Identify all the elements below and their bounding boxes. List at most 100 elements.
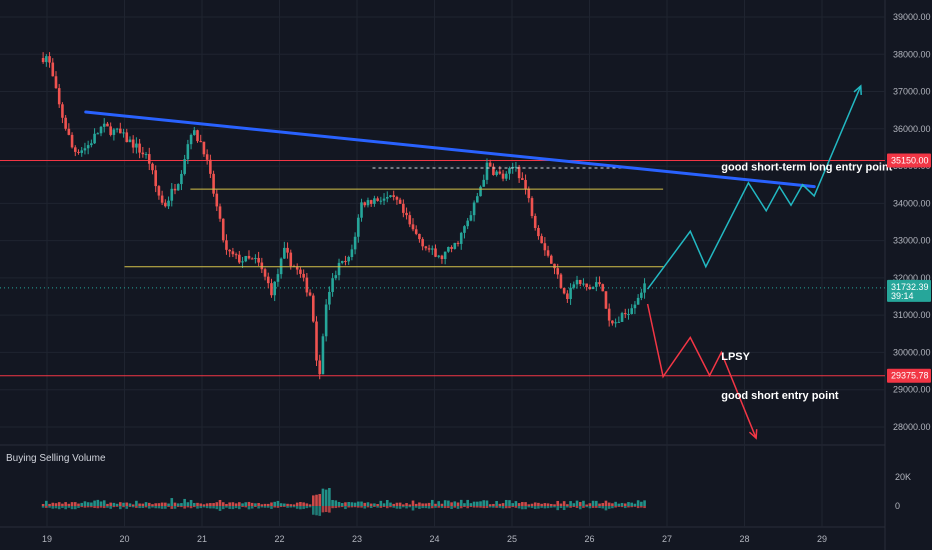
volume-bar-negative: [254, 506, 257, 507]
volume-bar-negative: [398, 506, 402, 509]
volume-bar: [122, 502, 125, 506]
volume-bar-negative: [540, 506, 543, 508]
volume-bar: [231, 502, 235, 506]
x-tick-label: 27: [662, 534, 672, 544]
candle-body: [295, 266, 299, 270]
x-tick-label: 28: [739, 534, 749, 544]
volume-bar-negative: [408, 506, 412, 508]
candle-body: [311, 295, 315, 322]
volume-bar: [607, 502, 611, 506]
volume-bar-negative: [122, 506, 125, 508]
volume-tick-label: 0: [895, 501, 900, 511]
volume-bar: [636, 500, 640, 506]
volume-tick-label: 20K: [895, 472, 911, 482]
candle-body: [73, 147, 77, 152]
volume-bar: [315, 494, 318, 506]
volume-bar: [623, 503, 627, 506]
volume-bar-negative: [218, 506, 222, 511]
volume-bar-negative: [421, 506, 424, 509]
volume-bar-negative: [109, 506, 112, 509]
candle-body: [578, 279, 582, 284]
volume-bar: [157, 503, 161, 506]
candle-body: [459, 232, 463, 244]
volume-bar: [540, 503, 543, 506]
volume-bar: [202, 504, 206, 506]
candle-body: [582, 283, 585, 285]
volume-bar-negative: [424, 506, 428, 509]
price-axis[interactable]: 39000.0038000.0037000.0036000.0035000.00…: [887, 12, 931, 511]
volume-bar: [530, 503, 534, 506]
volume-bar: [292, 504, 296, 506]
volume-bar-negative: [357, 506, 360, 508]
candle-body: [212, 173, 215, 194]
candle-body: [250, 258, 254, 260]
candle-body: [302, 273, 305, 278]
volume-bar-negative: [591, 506, 595, 508]
volume-bar-negative: [533, 506, 537, 509]
volume-bar: [289, 504, 293, 506]
volume-bar: [430, 499, 434, 506]
volume-bar: [321, 488, 325, 506]
volume-bar: [106, 503, 109, 506]
candle-body: [80, 150, 84, 153]
candle-body: [363, 202, 367, 206]
candle-body: [495, 171, 498, 175]
volume-bar-negative: [373, 506, 376, 507]
volume-bar: [77, 503, 80, 506]
volume-bar: [147, 502, 151, 506]
volume-bar-negative: [119, 506, 122, 510]
volume-bar: [347, 501, 350, 506]
x-tick-label: 23: [352, 534, 362, 544]
volume-bar: [160, 502, 164, 506]
volume-bar: [276, 500, 280, 506]
price-level-badge: [887, 368, 931, 383]
volume-bar: [537, 502, 540, 506]
candle-body: [221, 218, 225, 241]
volume-bar: [553, 504, 556, 506]
candle-body: [430, 248, 434, 250]
candle-body: [67, 128, 71, 135]
candle-body: [241, 261, 244, 263]
x-tick-label: 22: [274, 534, 284, 544]
candle-body: [479, 186, 482, 197]
candle-body: [263, 269, 267, 277]
candle-body: [299, 269, 302, 274]
candle-body: [112, 129, 116, 135]
volume-bar-negative: [231, 506, 235, 510]
candle-body: [48, 56, 51, 63]
candle-body: [315, 321, 318, 361]
time-axis[interactable]: 19 20 21 22 23 24 25 26 27 28 29: [42, 534, 827, 544]
volume-bar-negative: [106, 506, 109, 508]
volume-bar-negative: [292, 506, 296, 508]
volume-bar-negative: [202, 506, 206, 508]
volume-bar: [472, 501, 476, 506]
volume-bar: [119, 502, 122, 506]
candle-body: [366, 200, 370, 206]
volume-bar-negative: [315, 506, 318, 516]
volume-bar-negative: [186, 506, 190, 508]
volume-bar: [254, 503, 257, 506]
volume-bar: [498, 503, 502, 506]
candle-body: [392, 195, 395, 197]
candle-body: [402, 203, 405, 213]
candle-body: [556, 268, 560, 275]
volume-bar-negative: [93, 506, 96, 508]
volume-bar-negative: [96, 506, 100, 509]
volume-bar: [398, 502, 402, 506]
volume-bar: [595, 500, 598, 506]
volume-bar-negative: [614, 506, 617, 508]
x-tick-label: 29: [817, 534, 827, 544]
volume-bar-negative: [476, 506, 479, 508]
volume-bar-negative: [414, 506, 418, 508]
candle-body: [273, 281, 276, 296]
volume-bar: [559, 503, 563, 506]
volume-bar-negative: [86, 506, 90, 508]
candle-body: [640, 292, 643, 298]
candle-body: [340, 260, 344, 263]
volume-bar: [463, 503, 466, 506]
candle-body: [620, 313, 624, 322]
volume-bar-negative: [588, 506, 592, 509]
volume-bar-negative: [392, 506, 395, 508]
candle-body: [408, 215, 412, 225]
